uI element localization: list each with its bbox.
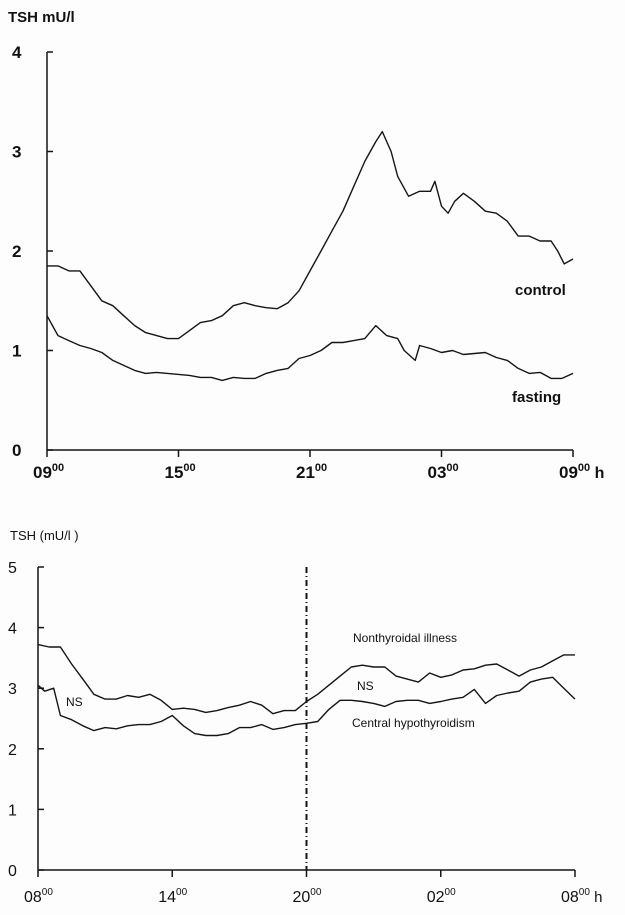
x-tick-label: 1500 [165,462,196,482]
x-tick-label: 0900 [33,462,64,482]
y-axis-label: TSH (mU/l ) [10,528,79,543]
y-tick-label: 4 [8,621,17,638]
annotation-ns-right: NS [357,679,374,693]
chart-top: TSH mU/l control fasting 0 1 2 3 4 0900 1500 21… [8,9,604,482]
x-tick-label: 2100 [296,462,327,482]
x-tick-label: 0800 h [561,887,602,906]
series-line-fasting [46,315,574,382]
y-tick-label: 4 [12,43,22,62]
y-axis-label: TSH mU/l [8,9,75,26]
series-line-central-hypothyroidism [37,676,576,737]
y-tick-label: 3 [8,681,17,698]
x-tick-label: 0900 h [559,462,604,482]
y-tick-label: 2 [12,242,21,261]
y-tick-label: 0 [12,441,21,460]
series-label-fasting: fasting [512,389,561,406]
y-tick-label: 1 [8,802,17,819]
x-tick-label: 0300 [428,462,459,482]
chart-bottom: TSH (mU/l ) Nonthyroidal illness Central… [8,528,602,906]
annotation-ns-left: NS [66,695,83,709]
series-line-control [47,130,574,340]
y-tick-label: 5 [8,560,17,577]
series-label-control: control [515,282,566,299]
x-tick-label: 2000 [293,887,322,906]
y-tick-label: 3 [12,143,21,162]
y-tick-label: 0 [8,863,17,880]
x-tick-label: 0200 [427,887,456,906]
y-tick-label: 1 [12,342,21,361]
y-tick-label: 2 [8,742,17,759]
series-label-central-hypothyroidism: Central hypothyroidism [352,716,475,730]
series-line-nonthyroidal-illness [37,643,575,715]
x-tick-label: 1400 [158,887,187,906]
x-tick-label: 0800 [24,887,53,906]
series-label-nonthyroidal-illness: Nonthyroidal illness [353,631,457,645]
